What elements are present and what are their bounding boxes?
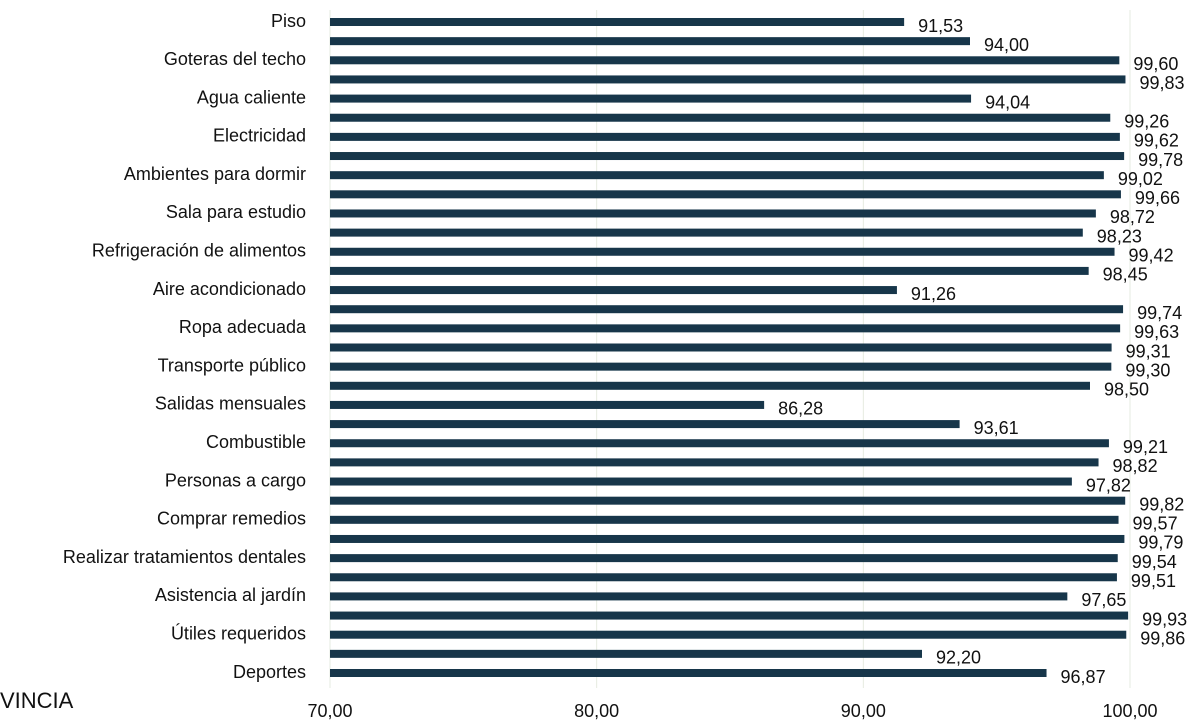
value-label: 97,65	[1081, 590, 1126, 610]
value-label: 94,00	[984, 35, 1029, 55]
bar	[330, 420, 960, 429]
y-tick-label: Electricidad	[213, 126, 306, 146]
y-tick-label: Realizar tratamientos dentales	[63, 547, 306, 567]
bar	[330, 630, 1127, 639]
bar	[330, 458, 1099, 467]
bar	[330, 592, 1068, 601]
y-tick-label: Agua caliente	[197, 87, 306, 107]
footer-text: VINCIA	[0, 688, 74, 713]
value-label: 99,93	[1142, 609, 1187, 629]
y-tick-label: Goteras del techo	[164, 49, 306, 69]
x-tick-label: 100,00	[1102, 701, 1157, 721]
value-label: 99,51	[1131, 571, 1176, 591]
bar	[330, 554, 1118, 563]
x-tick-label: 90,00	[841, 701, 886, 721]
value-label: 99,26	[1124, 111, 1169, 131]
bar	[330, 190, 1121, 199]
x-tick-label: 70,00	[307, 701, 352, 721]
value-label: 99,74	[1137, 303, 1182, 323]
value-label: 99,66	[1135, 188, 1180, 208]
value-label: 99,82	[1139, 494, 1184, 514]
value-label: 93,61	[974, 418, 1019, 438]
y-tick-label: Combustible	[206, 432, 306, 452]
bar	[330, 649, 922, 658]
y-tick-label: Aire acondicionado	[153, 279, 306, 299]
value-label: 99,62	[1134, 131, 1179, 151]
bar	[330, 286, 897, 295]
bar	[330, 362, 1112, 371]
value-label: 98,45	[1103, 265, 1148, 285]
y-tick-label: Personas a cargo	[165, 470, 306, 490]
bar	[330, 228, 1083, 237]
bar	[330, 400, 765, 409]
value-label: 99,21	[1123, 437, 1168, 457]
value-label: 94,04	[985, 92, 1030, 112]
value-label: 99,60	[1133, 54, 1178, 74]
bar	[330, 669, 1047, 677]
value-label: 98,72	[1110, 207, 1155, 227]
y-tick-label: Ropa adecuada	[179, 317, 307, 337]
bar	[330, 171, 1104, 180]
value-label: 91,26	[911, 284, 956, 304]
value-label: 96,87	[1061, 667, 1106, 687]
y-tick-label: Útiles requeridos	[171, 622, 306, 643]
bar	[330, 381, 1090, 390]
bar	[330, 324, 1121, 333]
y-tick-label: Salidas mensuales	[155, 394, 306, 414]
bar	[330, 534, 1125, 543]
bar	[330, 496, 1126, 505]
y-tick-label: Asistencia al jardín	[155, 585, 306, 605]
y-tick-label: Transporte público	[158, 355, 306, 375]
bar	[330, 152, 1125, 161]
y-tick-label: Ambientes para dormir	[124, 164, 306, 184]
value-label: 86,28	[778, 399, 823, 419]
value-label: 99,86	[1140, 628, 1185, 648]
value-label: 98,82	[1113, 456, 1158, 476]
value-label: 99,31	[1126, 341, 1171, 361]
bar	[330, 113, 1111, 122]
bar	[330, 18, 905, 26]
bar	[330, 75, 1126, 84]
bar	[330, 94, 972, 103]
y-tick-label: Refrigeración de alimentos	[92, 241, 306, 261]
value-label: 99,83	[1139, 73, 1184, 93]
bar	[330, 266, 1089, 275]
value-label: 99,42	[1129, 246, 1174, 266]
bar	[330, 343, 1112, 352]
bar	[330, 477, 1072, 486]
y-tick-label: Piso	[271, 11, 306, 31]
value-label: 92,20	[936, 648, 981, 668]
value-label: 98,23	[1097, 226, 1142, 246]
value-label: 99,63	[1134, 322, 1179, 342]
value-label: 98,50	[1104, 380, 1149, 400]
x-tick-label: 80,00	[574, 701, 619, 721]
bar	[330, 56, 1120, 65]
bar	[330, 515, 1119, 524]
value-label: 99,79	[1138, 533, 1183, 553]
bar	[330, 247, 1115, 256]
value-label: 99,30	[1125, 360, 1170, 380]
value-label: 99,78	[1138, 150, 1183, 170]
bar	[330, 439, 1109, 448]
value-label: 99,02	[1118, 169, 1163, 189]
value-label: 91,53	[918, 16, 963, 36]
bar	[330, 209, 1096, 218]
y-tick-label: Comprar remedios	[157, 509, 306, 529]
value-label: 99,54	[1132, 552, 1177, 572]
value-label: 97,82	[1086, 475, 1131, 495]
bar	[330, 132, 1120, 141]
bar	[330, 305, 1124, 314]
value-label: 99,57	[1133, 514, 1178, 534]
y-tick-label: Sala para estudio	[166, 202, 306, 222]
bar	[330, 611, 1129, 620]
bar	[330, 573, 1117, 582]
y-tick-label: Deportes	[233, 662, 306, 682]
bar	[330, 37, 970, 46]
